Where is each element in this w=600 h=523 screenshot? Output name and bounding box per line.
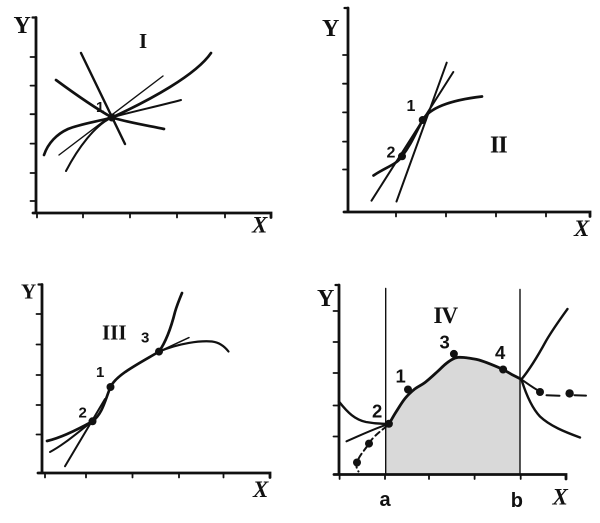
svg-text:X: X [252, 477, 269, 502]
svg-text:IV: IV [434, 303, 459, 328]
svg-text:Y: Y [21, 280, 36, 304]
svg-text:X: X [251, 213, 268, 238]
svg-text:3: 3 [141, 330, 149, 347]
svg-text:Y: Y [317, 286, 334, 312]
svg-text:1: 1 [396, 366, 406, 387]
svg-text:Y: Y [14, 13, 31, 39]
svg-text:b: b [511, 490, 523, 512]
svg-text:1: 1 [407, 98, 416, 115]
svg-text:2: 2 [79, 405, 87, 422]
svg-text:I: I [139, 29, 147, 53]
svg-text:a: a [380, 489, 392, 511]
svg-text:2: 2 [372, 401, 382, 422]
svg-text:X: X [552, 485, 569, 510]
svg-text:X: X [573, 216, 590, 241]
svg-text:1: 1 [96, 364, 104, 381]
svg-text:1: 1 [96, 100, 104, 116]
svg-text:III: III [102, 321, 127, 345]
svg-text:2: 2 [387, 145, 396, 162]
svg-text:II: II [490, 133, 507, 159]
svg-text:4: 4 [495, 342, 506, 363]
svg-text:Y: Y [322, 16, 339, 42]
svg-text:3: 3 [440, 332, 450, 353]
